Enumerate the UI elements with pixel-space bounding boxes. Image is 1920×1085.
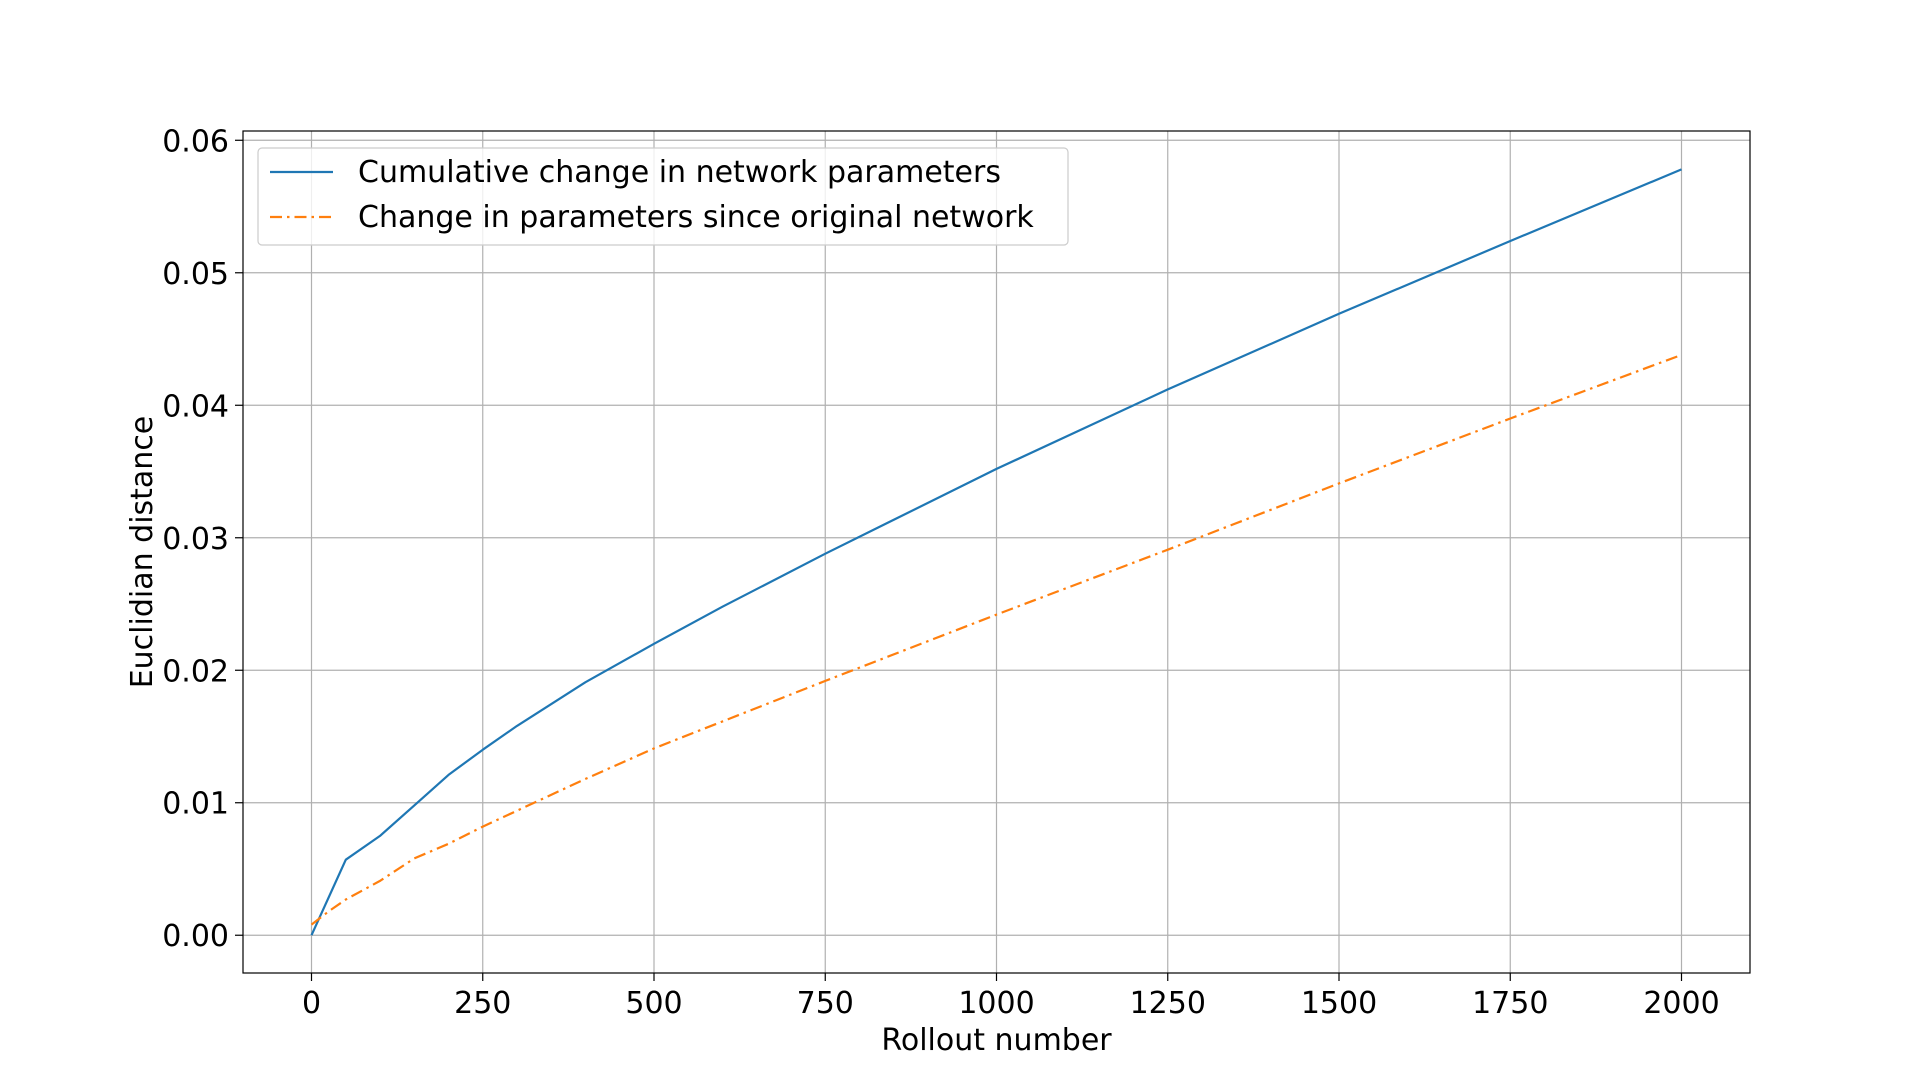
y-tick-label: 0.01 [162,787,229,822]
grid [243,131,1750,973]
y-tick-label: 0.03 [162,522,229,557]
x-tick-label: 1000 [958,986,1034,1021]
series-line-1 [310,353,1682,926]
x-tick-label: 500 [625,986,682,1021]
legend: Cumulative change in network parameters … [257,147,1069,246]
y-tick-label: 0.04 [162,389,229,424]
legend-label-cumulative: Cumulative change in network parameters [358,155,1001,190]
y-axis-label: Euclidian distance [125,416,160,689]
x-tick-label: 1500 [1301,986,1377,1021]
x-tick-label: 250 [454,986,511,1021]
x-axis-label: Rollout number [881,1023,1112,1058]
series-line-0 [310,168,1682,936]
ticks: 0 250 500 750 1000 1250 1500 1750 2000 0.00 0.01 0.… [162,124,1719,1021]
x-tick-label: 2000 [1643,986,1719,1021]
legend-label-since-original: Change in parameters since original netw… [358,200,1034,235]
x-tick-label: 1250 [1130,986,1206,1021]
x-tick-label: 0 [302,986,321,1021]
x-tick-label: 1750 [1472,986,1548,1021]
series-layer [310,168,1682,936]
legend-box [257,147,1069,246]
y-tick-label: 0.00 [162,919,229,954]
y-tick-label: 0.06 [162,124,229,159]
x-tick-label: 750 [797,986,854,1021]
y-tick-label: 0.02 [162,654,229,689]
y-tick-label: 0.05 [162,257,229,292]
